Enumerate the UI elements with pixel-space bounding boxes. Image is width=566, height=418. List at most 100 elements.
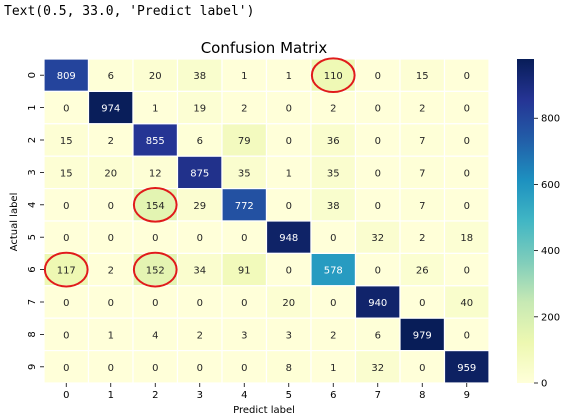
- cell-value-label: 0: [375, 71, 381, 82]
- heatmap-cell: [399, 285, 446, 319]
- cell-value-label: 0: [241, 233, 247, 244]
- cell-value-label: 2: [108, 266, 114, 277]
- cell-value-label: 1: [152, 104, 158, 115]
- cell-value-label: 0: [241, 298, 247, 309]
- cell-value-label: 117: [57, 266, 76, 277]
- heatmap-cell: [354, 123, 401, 157]
- heatmap-cell: [265, 252, 312, 287]
- y-tick-label: 9: [27, 364, 38, 370]
- heatmap-cell: [221, 123, 268, 157]
- cell-value-label: 2: [419, 233, 425, 244]
- highlight-ellipse: [43, 251, 89, 288]
- heatmap-cell: [443, 123, 490, 157]
- heatmap-cell: [132, 188, 179, 222]
- heatmap-cell: [132, 350, 179, 384]
- cell-value-label: 0: [419, 298, 425, 309]
- cell-value-label: 34: [193, 266, 206, 277]
- x-tick-label: 2: [152, 390, 158, 401]
- x-axis-ticks: 0 1 2 3 4 5 6 7 8 9: [63, 383, 470, 401]
- y-tick-label: 7: [27, 299, 38, 305]
- heatmap-cell: [310, 350, 357, 384]
- highlight-ellipse: [132, 186, 178, 223]
- heatmap-cell: [221, 285, 268, 319]
- cell-value-label: 0: [63, 201, 69, 212]
- cell-value-label: 0: [286, 266, 292, 277]
- heatmap-cell: [354, 317, 401, 352]
- cell-value-label: 0: [63, 104, 69, 115]
- cell-value-label: 6: [197, 136, 203, 147]
- cell-value-label: 0: [108, 233, 114, 244]
- heatmap-cell: [176, 317, 223, 352]
- cell-value-label: 154: [146, 201, 165, 212]
- heatmap-cell: [132, 90, 179, 125]
- cell-value-label: 875: [190, 168, 209, 179]
- cell-value-label: 0: [330, 233, 336, 244]
- cell-value-label: 0: [375, 266, 381, 277]
- cell-value-label: 2: [197, 330, 203, 341]
- cell-value-label: 20: [104, 168, 117, 179]
- cell-value-label: 3: [241, 330, 247, 341]
- cell-value-label: 578: [324, 266, 343, 277]
- cell-value-label: 0: [375, 136, 381, 147]
- x-tick-label: 3: [197, 390, 203, 401]
- cell-value-label: 110: [324, 71, 343, 82]
- y-tick-label: 1: [27, 104, 38, 110]
- heatmap-cell: [87, 285, 134, 319]
- cell-value-label: 6: [108, 71, 114, 82]
- cell-value-label: 2: [108, 136, 114, 147]
- heatmap-cell: [354, 155, 401, 190]
- highlight-ellipses: [43, 57, 356, 288]
- cell-value-label: 809: [57, 71, 76, 82]
- heatmap-cell: [443, 252, 490, 287]
- cell-value-label: 15: [416, 71, 429, 82]
- cell-value-label: 7: [419, 201, 425, 212]
- cell-value-label: 0: [464, 104, 470, 115]
- heatmap-cell: [221, 350, 268, 384]
- cell-value-label: 0: [152, 233, 158, 244]
- heatmap-cell: [399, 220, 446, 255]
- cell-value-label: 2: [330, 104, 336, 115]
- cell-value-label: 855: [146, 136, 165, 147]
- x-tick-label: 7: [375, 390, 381, 401]
- chart-title: Confusion Matrix: [201, 39, 328, 57]
- heatmap-cell: [310, 90, 357, 125]
- cell-value-label: 152: [146, 266, 165, 277]
- cell-value-label: 3: [286, 330, 292, 341]
- cell-value-label: 0: [286, 201, 292, 212]
- cell-value-label: 36: [327, 136, 340, 147]
- y-axis-ticks: 0 1 2 3 4 5 6 7 8 9: [27, 72, 44, 370]
- cell-value-label: 20: [149, 71, 162, 82]
- heatmap-cell: [43, 123, 90, 157]
- cell-value-label: 91: [238, 266, 251, 277]
- heatmap-cell: [132, 123, 179, 157]
- cell-value-label: 0: [375, 168, 381, 179]
- cell-value-label: 0: [464, 266, 470, 277]
- heatmap-cell: [87, 188, 134, 222]
- heatmap-cell: [221, 58, 268, 93]
- colorbar-tick-label: 200: [541, 312, 560, 323]
- heatmap-cell: [443, 285, 490, 319]
- cell-value-label: 26: [416, 266, 429, 277]
- cell-value-label: 8: [286, 363, 292, 374]
- heatmap-cell: [443, 317, 490, 352]
- cell-value-label: 0: [330, 298, 336, 309]
- cell-value-label: 0: [241, 363, 247, 374]
- cell-value-label: 1: [108, 330, 114, 341]
- y-tick-label: 6: [27, 266, 38, 272]
- colorbar-tick-label: 0: [541, 379, 547, 390]
- heatmap-cell: [443, 350, 490, 384]
- cell-value-label: 19: [193, 104, 206, 115]
- colorbar-tick-label: 400: [541, 246, 560, 257]
- cell-value-label: 0: [464, 330, 470, 341]
- cell-value-label: 18: [460, 233, 473, 244]
- highlight-ellipse: [310, 57, 356, 94]
- y-tick-label: 2: [27, 137, 38, 143]
- cell-value-label: 959: [457, 363, 476, 374]
- cell-value-label: 0: [464, 168, 470, 179]
- cell-value-label: 0: [63, 363, 69, 374]
- cell-value-label: 0: [108, 201, 114, 212]
- cell-value-label: 2: [330, 330, 336, 341]
- cell-value-label: 772: [235, 201, 254, 212]
- cell-value-label: 40: [460, 298, 473, 309]
- cell-value-label: 0: [63, 330, 69, 341]
